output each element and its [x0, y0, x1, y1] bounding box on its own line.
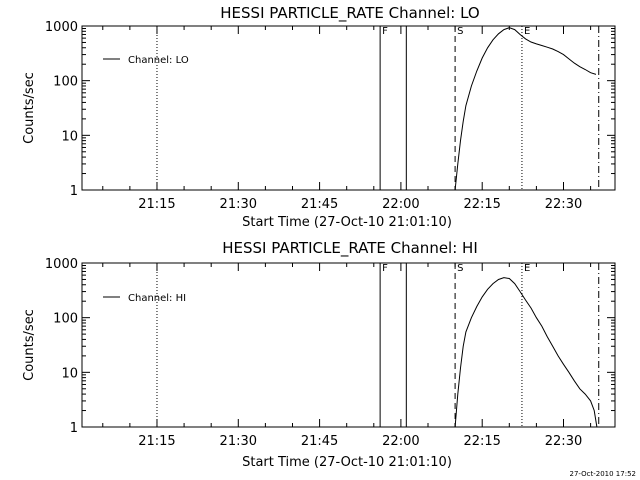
- x-tick-label: 22:15: [463, 197, 500, 212]
- y-ticks: 1 10 100 1000: [45, 257, 615, 436]
- y-tick-label: 1: [70, 421, 78, 436]
- x-tick-label: 21:30: [220, 197, 257, 212]
- x-axis-label: Start Time (27-Oct-10 21:01:10): [242, 215, 452, 230]
- x-ticks: 21:15 21:30 21:45 22:00 22:15 22:30: [102, 26, 592, 212]
- marker-label: E: [524, 26, 530, 37]
- series-line-lo: [454, 27, 597, 191]
- x-axis-label: Start Time (27-Oct-10 21:01:10): [242, 455, 452, 470]
- panel-lo: HESSI PARTICLE_RATE Channel: LO 21:15 21:…: [22, 4, 616, 230]
- y-tick-label: 1000: [45, 257, 78, 272]
- series-line-hi: [454, 277, 598, 428]
- legend-entry: Channel: HI: [128, 293, 186, 304]
- x-tick-label: 22:30: [545, 434, 582, 449]
- marker-label: E: [524, 263, 530, 274]
- x-tick-label: 22:15: [463, 434, 500, 449]
- plot-frame: [81, 25, 616, 191]
- x-tick-label: 21:15: [138, 197, 175, 212]
- y-tick-label: 1: [70, 184, 78, 199]
- x-tick-label: 21:30: [220, 434, 257, 449]
- chart-title: HESSI PARTICLE_RATE Channel: HI: [222, 239, 478, 258]
- y-axis-label: Counts/sec: [22, 309, 37, 381]
- marker-label: F: [382, 263, 388, 274]
- x-tick-label: 22:00: [382, 434, 419, 449]
- y-tick-label: 10: [61, 366, 78, 381]
- x-tick-label: 21:15: [138, 434, 175, 449]
- y-tick-label: 100: [53, 75, 78, 90]
- y-tick-label: 100: [53, 312, 78, 327]
- x-tick-label: 21:45: [301, 434, 338, 449]
- marker-label: S: [457, 26, 463, 37]
- y-tick-label: 1000: [45, 20, 78, 35]
- x-tick-label: 22:00: [382, 197, 419, 212]
- y-ticks: 1 10 100 1000: [45, 20, 615, 199]
- x-ticks: 21:15 21:30 21:45 22:00 22:15 22:30: [102, 263, 592, 449]
- marker-label: S: [457, 263, 463, 274]
- panel-hi: HESSI PARTICLE_RATE Channel: HI 21:15 21:…: [22, 239, 616, 470]
- y-axis-label: Counts/sec: [22, 72, 37, 144]
- x-tick-label: 21:45: [301, 197, 338, 212]
- x-tick-label: 22:30: [545, 197, 582, 212]
- y-tick-label: 10: [61, 129, 78, 144]
- timestamp: 27-Oct-2010 17:52: [570, 470, 636, 478]
- plot-frame: [81, 262, 616, 428]
- marker-label: F: [382, 26, 388, 37]
- chart-title: HESSI PARTICLE_RATE Channel: LO: [220, 4, 479, 23]
- legend-entry: Channel: LO: [128, 55, 189, 66]
